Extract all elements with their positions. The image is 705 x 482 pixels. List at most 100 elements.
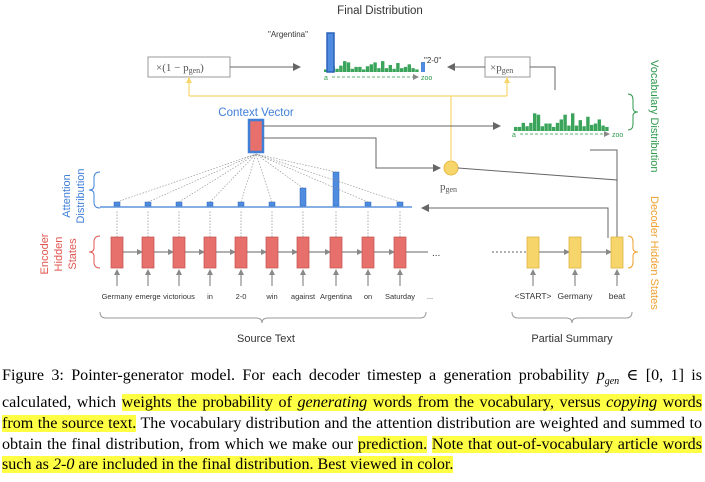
decoder-state <box>526 236 540 269</box>
source-word: ... <box>427 292 433 301</box>
attention-dotted-line <box>240 153 257 203</box>
attention-distribution-bars <box>113 171 404 207</box>
final-vocab-bar <box>392 68 396 72</box>
attention-bar <box>332 171 340 207</box>
source-word: Germany <box>102 292 133 301</box>
attention-label-1: Attention <box>61 174 73 217</box>
final-vocab-bar <box>400 68 404 72</box>
attention-dotted-line <box>255 153 369 203</box>
encoder-state <box>172 236 186 269</box>
vocab-bar <box>544 123 548 131</box>
final-vocab-bar <box>384 68 389 72</box>
vocabulary-distribution-label: Vocabulary Distribution <box>648 60 660 173</box>
final-vocab-bar <box>335 68 339 72</box>
decoder-state <box>568 236 582 269</box>
vocab-bar <box>525 126 529 131</box>
summary-word: <START> <box>514 291 551 301</box>
vocab-bar <box>597 119 601 131</box>
final-zoo-label: zoo <box>421 75 432 82</box>
final-vocab-bar <box>411 68 415 72</box>
final-vocab-bar <box>339 65 343 72</box>
source-word: on <box>364 292 372 301</box>
final-vocab-bar <box>415 69 419 72</box>
caption-generating: generating <box>297 394 368 412</box>
source-word: Saturday <box>385 292 415 301</box>
vocab-bar <box>567 125 571 131</box>
source-text-brace <box>99 311 427 324</box>
vocab-bar <box>601 125 605 131</box>
final-vocab-bar <box>369 64 373 72</box>
encoder-ellipsis: ... <box>432 248 440 259</box>
encoder-label-2: Hidden <box>53 237 65 272</box>
vocab-bar <box>590 124 594 131</box>
final-vocab-bar <box>388 64 392 72</box>
line-decoder-to-vocab <box>590 149 618 180</box>
caption-h1c: words from the source text. <box>2 394 702 432</box>
line-decoder-to-pgen <box>457 167 618 238</box>
encoder-label-1: Encoder <box>39 233 51 274</box>
source-word: in <box>207 292 213 301</box>
final-vocab-bar <box>358 66 362 72</box>
attention-dotted-line <box>147 153 257 203</box>
attention-dotted-line <box>209 153 257 203</box>
gate-arrow-left <box>186 77 192 83</box>
caption-h3b: are included in the final distribution. … <box>74 456 454 474</box>
final-vocab-bar <box>350 68 354 72</box>
vocab-bar <box>559 119 563 131</box>
vocab-bar <box>586 116 590 131</box>
vocab-bar <box>536 114 541 131</box>
figure-caption: Figure 3: Pointer-generator model. For e… <box>2 366 702 476</box>
encoder-label-3: States <box>67 238 79 270</box>
summary-word: beat <box>609 291 626 301</box>
context-vector-label: Context Vector <box>218 107 294 119</box>
caption-2-0: 2-0 <box>52 456 75 474</box>
source-word: victorious <box>163 292 195 301</box>
attention-label-2: Distribution <box>75 168 87 223</box>
final-vocab-bar <box>346 62 351 72</box>
attention-dotted-line <box>255 153 401 203</box>
one-minus-pgen-label: ×(1 − pgen) <box>156 62 204 75</box>
vocab-bar <box>563 114 567 131</box>
argentina-quote-label: "Argentina" <box>268 30 308 39</box>
attention-bar <box>237 201 245 207</box>
final-vocab-bar <box>354 66 358 72</box>
final-vocab-bar <box>365 66 370 72</box>
partial-summary-brace <box>511 311 633 324</box>
source-word: emerge <box>135 292 160 301</box>
decoder-hidden-states-label: Decoder Hidden States <box>648 196 660 310</box>
encoder-state <box>393 236 407 269</box>
encoder-state <box>203 236 217 269</box>
attention-dotted-line <box>178 153 257 203</box>
arrow-context-to-pgen <box>263 137 441 172</box>
partial-summary-label: Partial Summary <box>531 333 613 345</box>
vocab-bar <box>548 123 552 131</box>
encoder-state <box>296 236 310 269</box>
decoder-state <box>610 236 624 269</box>
attention-bar <box>144 201 152 207</box>
vocab-bar <box>582 126 586 131</box>
vocab-bar <box>574 125 579 131</box>
caption-part-1b: ∈ [0, 1] is calculated, which <box>2 367 702 412</box>
final-two-zero-bar <box>421 62 425 72</box>
source-word: against <box>291 292 316 301</box>
final-vocab-bar <box>373 62 377 72</box>
encoder-state <box>329 236 343 269</box>
attention-bar <box>364 201 372 207</box>
decoder-brace <box>627 235 639 269</box>
final-vocab-bar <box>381 61 385 72</box>
final-vocab-bar <box>377 68 381 72</box>
final-vocab-bar <box>407 64 411 72</box>
caption-h1a: weights the probability of <box>121 394 298 412</box>
encoder-state <box>265 236 279 269</box>
vocab-bar <box>514 126 518 131</box>
attention-brace <box>88 171 101 209</box>
summary-word: Germany <box>558 291 594 301</box>
vocab-bar <box>605 126 609 131</box>
line-vocab-to-pgen-box <box>530 66 556 90</box>
encoder-state <box>361 236 375 269</box>
vocab-zoo-label: zoo <box>612 132 623 139</box>
encoder-hidden-states: Germany emerge victorious in 2-0 win against Ar… <box>102 210 433 301</box>
attention-dotted-line <box>255 153 273 203</box>
pointer-generator-diagram: Final Distribution "Argentina" "2-0" a z… <box>39 5 660 345</box>
final-distribution-title: Final Distribution <box>337 5 423 17</box>
